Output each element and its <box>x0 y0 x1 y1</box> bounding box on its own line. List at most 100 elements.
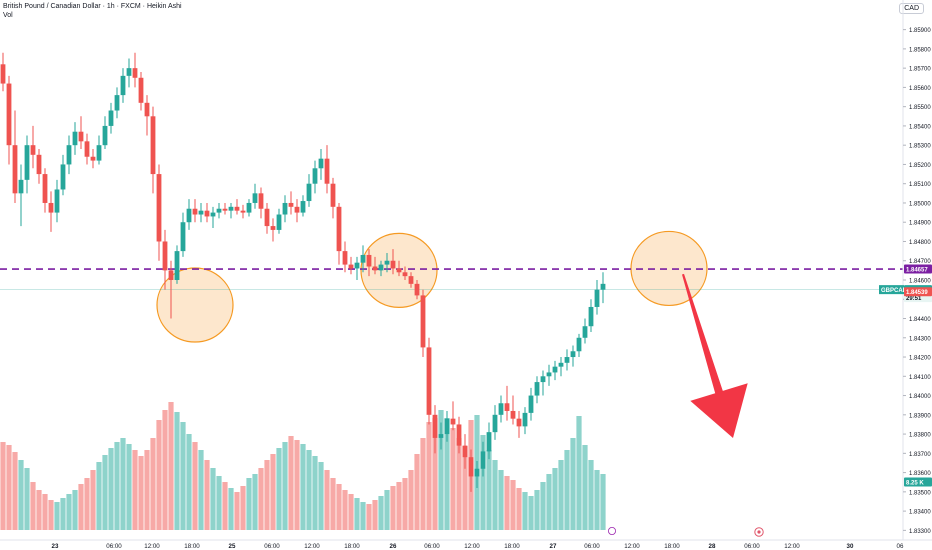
volume-bar <box>78 484 84 530</box>
volume-bar <box>276 448 282 530</box>
y-tick-label: 1.83900 <box>909 413 931 419</box>
y-tick-label: 1.85100 <box>909 182 931 188</box>
candle-body <box>138 77 144 103</box>
currency-button[interactable]: CAD <box>899 3 924 14</box>
volume-bar <box>480 435 486 530</box>
candle-body <box>324 158 330 184</box>
candle-body <box>162 241 168 271</box>
volume-bar <box>510 480 516 530</box>
candle-body <box>360 254 366 263</box>
volume-bar <box>282 442 288 530</box>
candle-body <box>192 208 198 215</box>
volume-bar <box>60 498 66 530</box>
candle-body <box>414 283 420 296</box>
y-tick-label: 1.85400 <box>909 124 931 130</box>
x-tick-label: 12:00 <box>784 543 800 550</box>
candle-body <box>450 418 456 425</box>
candle-body <box>576 337 582 352</box>
candle-body <box>348 264 354 269</box>
volume-bar <box>366 504 372 530</box>
volume-bar <box>198 450 204 530</box>
candle-body <box>60 164 66 190</box>
volume-bar <box>144 450 150 530</box>
candle-body <box>432 414 438 438</box>
volume-bar <box>102 455 108 530</box>
candle-body <box>150 116 156 175</box>
symbol-tag-bg <box>879 285 904 295</box>
volume-bar <box>426 422 432 530</box>
candle-body <box>444 418 450 435</box>
volume-bar <box>132 450 138 530</box>
candle-body <box>252 193 258 203</box>
volume-bar <box>294 440 300 530</box>
candle-body <box>258 193 264 209</box>
candle-body <box>18 179 24 194</box>
resistance-line[interactable] <box>0 268 903 290</box>
volume-bar <box>42 494 48 530</box>
volume-bar <box>348 494 354 530</box>
candle-body <box>330 183 336 207</box>
volume-bar <box>288 436 294 530</box>
candle-body <box>186 208 192 223</box>
volume-bar <box>96 462 102 530</box>
x-tick-label: 23 <box>52 543 59 550</box>
candle-body <box>468 457 474 477</box>
volume-bar <box>126 444 132 530</box>
candle-body <box>102 125 108 146</box>
bearish-arrow[interactable] <box>682 273 748 438</box>
volume-bar <box>210 468 216 530</box>
volume-bar <box>516 488 522 530</box>
volume-bar <box>546 474 552 530</box>
candle-body <box>588 306 594 327</box>
candle-body <box>570 351 576 358</box>
candle-body <box>270 226 276 230</box>
candle-body <box>168 270 174 280</box>
y-tick-label: 1.84400 <box>909 317 931 323</box>
volume-bar <box>312 456 318 530</box>
volume-bar <box>18 460 24 530</box>
candle-body <box>240 210 246 213</box>
candle-body <box>24 145 30 180</box>
candle-body <box>366 254 372 267</box>
volume-bar <box>264 460 270 530</box>
y-tick-label: 1.85500 <box>909 105 931 111</box>
volume-bar <box>240 486 246 530</box>
volume-bar <box>162 410 168 530</box>
volume-bar <box>408 470 414 530</box>
volume-bar <box>336 484 342 530</box>
y-tick-label: 1.84800 <box>909 240 931 246</box>
y-tick-label: 1.85000 <box>909 201 931 207</box>
x-tick-label: 18:00 <box>344 543 360 550</box>
y-tick-label: 1.84100 <box>909 375 931 381</box>
y-tick-label: 1.83400 <box>909 510 931 516</box>
candle-body <box>84 141 90 157</box>
volume-bar <box>378 496 384 530</box>
candle-body <box>504 403 510 411</box>
candle-body <box>222 208 228 211</box>
volume-bar <box>66 494 72 530</box>
candle-body <box>462 445 468 458</box>
volume-bar <box>432 418 438 530</box>
x-tick-label: 18:00 <box>504 543 520 550</box>
volume-bar <box>222 482 228 530</box>
candle-body <box>420 295 426 348</box>
y-tick-label: 1.84700 <box>909 259 931 265</box>
candle-body <box>96 145 102 161</box>
candle-body <box>546 372 552 377</box>
volume-bar <box>384 490 390 530</box>
y-tick-label: 1.84300 <box>909 336 931 342</box>
volume-label-tag-bg <box>904 477 932 487</box>
candle-body <box>216 208 222 213</box>
volume-bar <box>150 438 156 530</box>
candle-body <box>600 283 606 290</box>
candle-body <box>510 410 516 419</box>
candle-body <box>480 451 486 469</box>
volume-bar <box>48 500 54 530</box>
volume-bar <box>402 478 408 530</box>
volume-bar <box>396 482 402 530</box>
volume-bar <box>270 454 276 530</box>
volume-bar <box>504 476 510 530</box>
candle-body <box>594 289 600 307</box>
volume-bar <box>120 438 126 530</box>
